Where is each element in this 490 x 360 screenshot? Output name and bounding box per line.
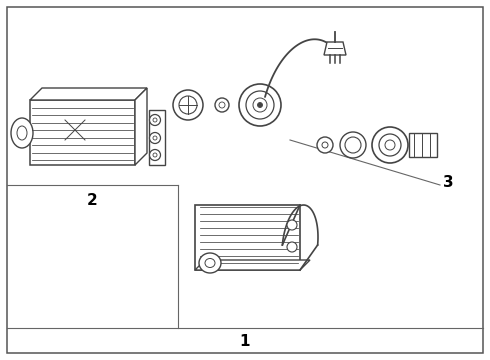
Circle shape (153, 153, 157, 157)
Circle shape (149, 114, 161, 126)
Ellipse shape (219, 102, 225, 108)
Ellipse shape (11, 118, 33, 148)
Ellipse shape (239, 84, 281, 126)
Ellipse shape (179, 96, 197, 114)
Ellipse shape (173, 90, 203, 120)
Text: 2: 2 (87, 193, 98, 207)
Ellipse shape (322, 142, 328, 148)
Text: 1: 1 (240, 333, 250, 348)
Circle shape (153, 136, 157, 140)
Ellipse shape (379, 134, 401, 156)
Circle shape (149, 132, 161, 144)
Text: 3: 3 (442, 175, 453, 189)
Ellipse shape (17, 126, 27, 140)
Ellipse shape (215, 98, 229, 112)
Circle shape (287, 220, 297, 230)
Ellipse shape (345, 137, 361, 153)
Circle shape (153, 118, 157, 122)
Circle shape (149, 149, 161, 161)
Ellipse shape (205, 258, 215, 267)
Polygon shape (195, 205, 300, 270)
Ellipse shape (317, 137, 333, 153)
Ellipse shape (258, 103, 263, 108)
Ellipse shape (246, 91, 274, 119)
Bar (409, 133, 437, 157)
Polygon shape (195, 260, 310, 270)
Polygon shape (30, 88, 147, 100)
Ellipse shape (253, 98, 267, 112)
Polygon shape (135, 88, 147, 165)
Ellipse shape (372, 127, 408, 163)
Ellipse shape (385, 140, 395, 150)
Bar (30, 100, 135, 165)
Bar (149, 110, 165, 165)
Ellipse shape (199, 253, 221, 273)
Polygon shape (324, 42, 346, 55)
Circle shape (287, 242, 297, 252)
Ellipse shape (340, 132, 366, 158)
